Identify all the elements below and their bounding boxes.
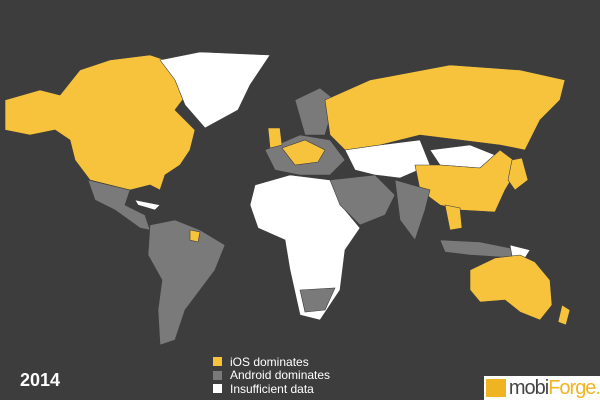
insufficient-swatch [213, 384, 222, 394]
region-russia [324, 64, 566, 151]
region-china [414, 149, 521, 213]
logo-mark-icon [486, 379, 506, 397]
region-india [394, 179, 431, 241]
region-southeast-asia [444, 204, 463, 231]
region-uk [267, 127, 283, 149]
ios-swatch [213, 357, 222, 367]
year-label: 2014 [20, 370, 61, 390]
legend-item-insufficient: Insufficient data [213, 382, 330, 396]
legend-item-android: Android dominates [213, 368, 331, 383]
legend-label: Insufficient data [230, 381, 314, 396]
region-south-africa [299, 287, 336, 313]
region-central-asia [344, 139, 431, 179]
legend-label: iOS dominates [230, 354, 309, 369]
region-middle-east [329, 174, 396, 226]
region-new-zealand [557, 304, 571, 326]
logo-text: . [595, 376, 600, 399]
logo-text: mobi [508, 376, 549, 399]
region-guiana [189, 229, 201, 243]
mobiforge-logo: mobi Forge. [484, 376, 600, 400]
region-north-america [4, 54, 196, 191]
legend: iOS dominates Android dominates Insuffic… [213, 355, 330, 396]
region-greenland [159, 51, 271, 129]
legend-item-ios: iOS dominates [213, 355, 330, 369]
region-south-america [147, 219, 226, 346]
region-europe-ios [281, 139, 326, 166]
region-australia [469, 254, 553, 321]
legend-label: Android dominates [230, 368, 331, 383]
android-swatch [213, 370, 222, 380]
region-caribbean [134, 199, 161, 211]
region-indonesia [439, 239, 521, 259]
region-japan [507, 157, 529, 191]
logo-text: Forge [548, 376, 596, 399]
